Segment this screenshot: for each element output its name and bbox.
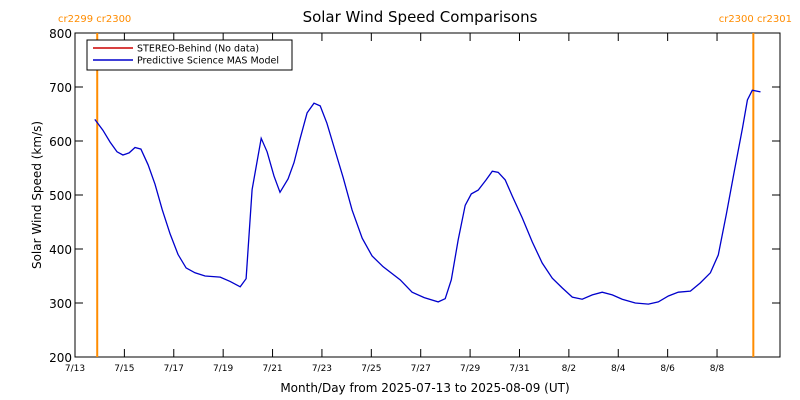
y-tick-label: 700 [49, 81, 72, 95]
y-tick-label: 600 [49, 135, 72, 149]
x-tick-label: 7/15 [114, 364, 134, 374]
x-tick-label: 8/8 [710, 364, 725, 374]
x-tick-label: 8/6 [660, 364, 675, 374]
legend-box [86, 39, 293, 71]
y-tick-label: 400 [49, 243, 72, 257]
x-tick-label: 7/27 [411, 364, 431, 374]
x-tick-label: 7/25 [361, 364, 381, 374]
x-tick-label: 7/31 [509, 364, 529, 374]
x-tick-label: 8/2 [562, 364, 576, 374]
x-tick-label: 7/21 [262, 364, 282, 374]
y-tick-label: 300 [49, 297, 72, 311]
x-tick-label: 7/29 [460, 364, 480, 374]
x-tick-label: 7/19 [213, 364, 233, 374]
legend-label: STEREO-Behind (No data) [137, 44, 259, 55]
y-tick-label: 800 [49, 27, 72, 41]
carrington-label: cr2300 cr2301 [719, 14, 792, 25]
legend-label: Predictive Science MAS Model [137, 56, 279, 67]
chart-title: Solar Wind Speed Comparisons [303, 8, 538, 26]
data-line [94, 89, 761, 305]
x-axis-label: Month/Day from 2025-07-13 to 2025-08-09 … [280, 381, 569, 395]
x-tick-label: 7/23 [312, 364, 332, 374]
x-tick-label: 7/13 [65, 364, 85, 374]
y-tick-label: 200 [49, 351, 72, 365]
x-tick-label: 8/4 [611, 364, 626, 374]
carrington-label: cr2299 cr2300 [58, 14, 131, 25]
y-axis-label: Solar Wind Speed (km/s) [30, 121, 44, 269]
x-tick-label: 7/17 [164, 364, 184, 374]
y-tick-label: 500 [49, 189, 72, 203]
legend: STEREO-Behind (No data)Predictive Scienc… [86, 39, 293, 71]
